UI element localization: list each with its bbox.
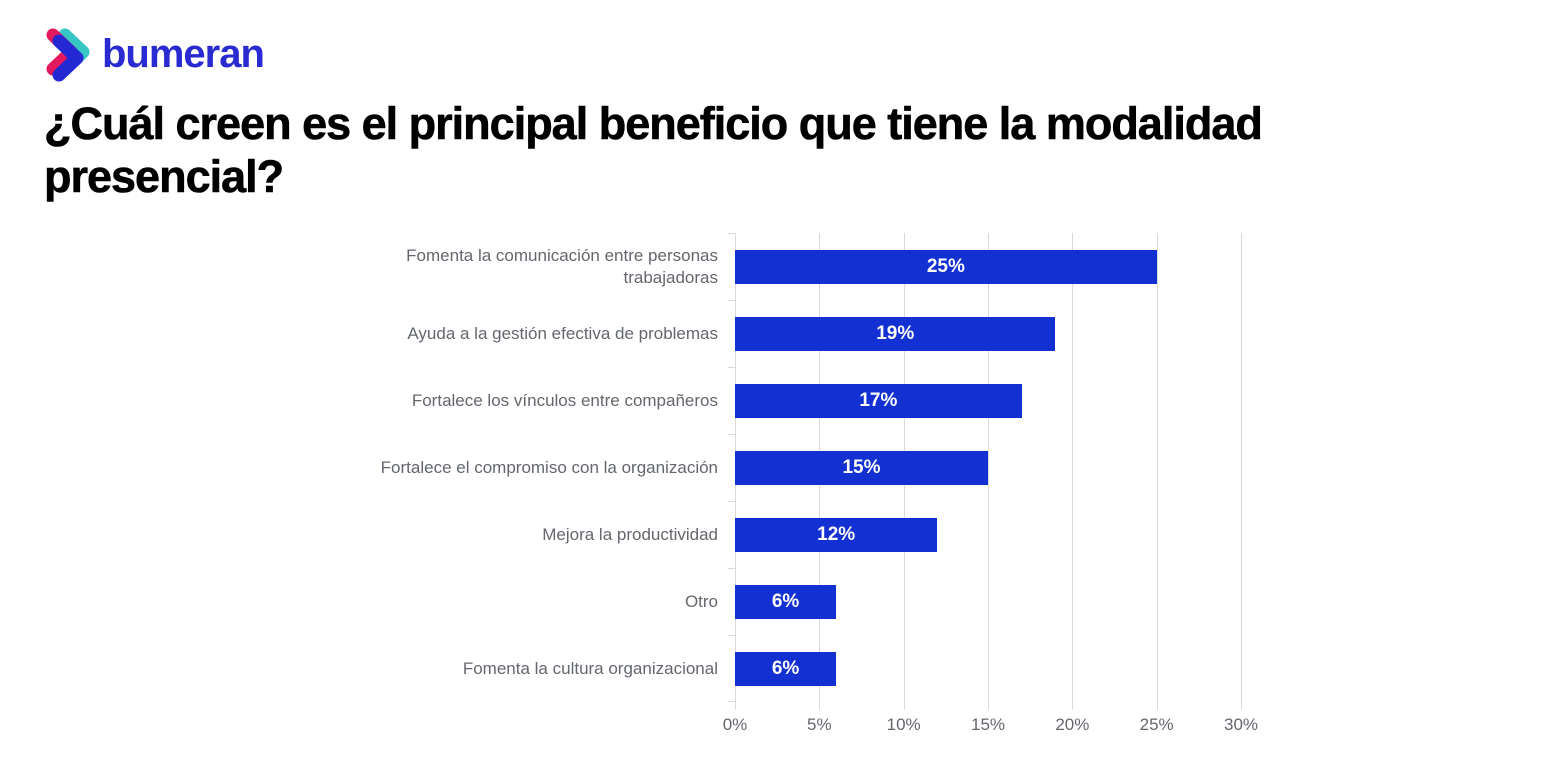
x-axis-tick: [1072, 702, 1074, 711]
x-axis-label: 5%: [807, 715, 832, 735]
chart-row: Ayuda a la gestión efectiva de problemas…: [335, 300, 1335, 367]
y-axis-tick: [728, 233, 735, 235]
bar-value-label: 25%: [926, 255, 965, 277]
bar-value-label: 17%: [859, 389, 898, 411]
category-label: Fortalece los vínculos entre compañeros: [411, 390, 718, 410]
x-axis-tick: [1241, 702, 1242, 711]
bar: 15%: [735, 450, 988, 485]
chart-row: Mejora la productividad 12%: [335, 501, 1335, 568]
bar-chart: Fomenta la comunicación entre personas t…: [335, 233, 1335, 748]
x-axis-tick: [988, 702, 989, 711]
x-axis-label: 15%: [970, 715, 1006, 735]
bar: 6%: [735, 584, 837, 619]
y-axis-tick: [728, 434, 735, 436]
chart-row: Fortalece el compromiso con la organizac…: [335, 434, 1335, 501]
bar-track: 12%: [735, 501, 1241, 568]
bar: 17%: [735, 383, 1022, 418]
x-axis-label: 20%: [1055, 715, 1090, 735]
category-label: Otro: [684, 591, 718, 611]
x-axis-tick: [819, 702, 821, 711]
category-label: Mejora la productividad: [542, 524, 718, 544]
logo-text: bumeran: [102, 31, 265, 76]
category-label: Fomenta la cultura organizacional: [462, 658, 718, 678]
bar: 12%: [735, 517, 938, 552]
y-axis-tick: [728, 635, 735, 637]
chart-rows: Fomenta la comunicación entre personas t…: [335, 233, 1335, 702]
y-axis-tick: [728, 300, 735, 302]
y-axis-tick: [728, 701, 735, 703]
bar: 6%: [735, 651, 837, 686]
gridline: [1241, 233, 1242, 703]
bumeran-logo-icon: [46, 28, 90, 82]
x-axis-tick: [1156, 702, 1158, 711]
category-label: Ayuda a la gestión efectiva de problemas: [407, 323, 718, 343]
chart-row: Otro 6%: [335, 568, 1335, 635]
gridline: [988, 233, 989, 703]
page-title-line2: presencial?: [44, 150, 285, 202]
bar-value-label: 15%: [842, 456, 881, 478]
bar-value-label: 6%: [771, 657, 800, 679]
bar-track: 6%: [735, 635, 1241, 702]
x-axis-tick: [735, 702, 736, 711]
chart-row: Fortalece los vínculos entre compañeros …: [335, 367, 1335, 434]
page-title: ¿Cuál creen es el principal beneficio qu…: [44, 98, 1464, 203]
chevron-layer-blue: [52, 34, 84, 82]
y-axis-tick: [728, 367, 735, 369]
bar-value-label: 19%: [876, 322, 915, 344]
x-axis-tick: [903, 702, 905, 711]
bar-value-label: 6%: [771, 590, 800, 612]
x-axis-label: 10%: [886, 715, 921, 735]
chart-row: Fomenta la cultura organizacional 6%: [335, 635, 1335, 702]
gridline: [1072, 233, 1074, 703]
category-label: Fomenta la comunicación entre personas t…: [406, 245, 718, 287]
x-axis-label: 30%: [1223, 715, 1259, 735]
bar-track: 6%: [735, 568, 1241, 635]
bar-track: 19%: [735, 300, 1241, 367]
bar-track: 17%: [735, 367, 1241, 434]
category-label: Fortalece el compromiso con la organizac…: [380, 457, 718, 477]
bar: 25%: [735, 249, 1157, 284]
gridline: [1156, 233, 1158, 703]
x-axis: 0% 5% 10% 15% 20% 25% 30%: [723, 702, 1258, 748]
y-axis-tick: [728, 501, 735, 503]
infographic-page: bumeran ¿Cuál creen es el principal bene…: [0, 26, 1565, 748]
bar: 19%: [735, 316, 1056, 351]
brand-header: bumeran: [44, 26, 1565, 82]
page-title-line1: ¿Cuál creen es el principal beneficio qu…: [44, 98, 1263, 150]
bar-track: 15%: [735, 434, 1241, 501]
y-axis-tick: [728, 568, 735, 570]
x-axis-label: 25%: [1139, 715, 1174, 735]
chart-row: Fomenta la comunicación entre personas t…: [335, 233, 1335, 300]
x-axis-label: 0%: [722, 715, 748, 735]
bar-track: 25%: [735, 233, 1241, 300]
bar-value-label: 12%: [817, 523, 856, 545]
